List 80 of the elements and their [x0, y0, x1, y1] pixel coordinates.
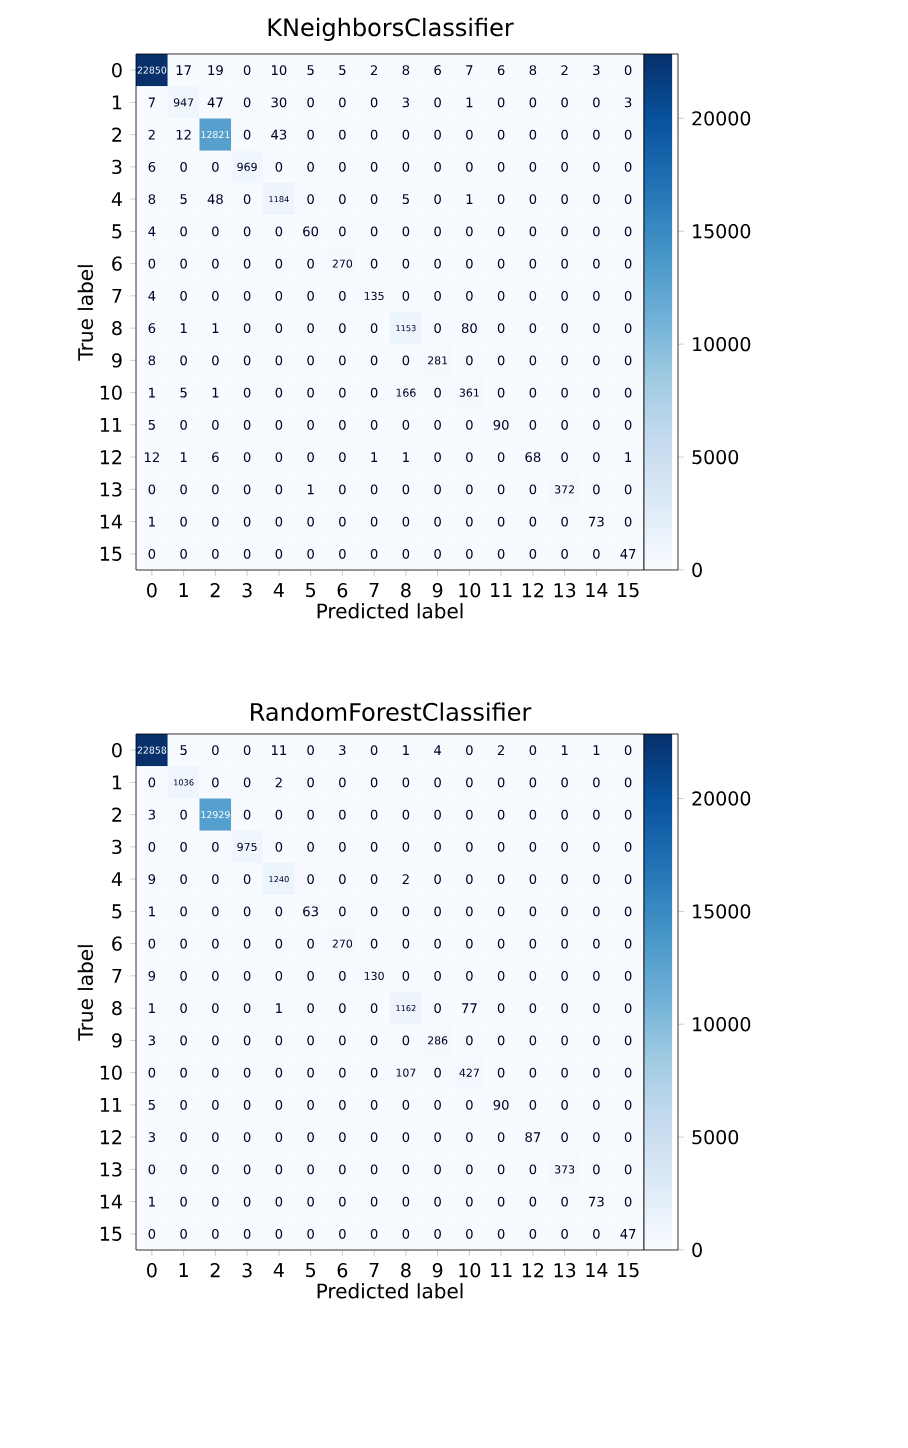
- y-tick-label: 13: [100, 482, 122, 497]
- x-tick-label: 14: [586, 583, 608, 597]
- y-tick-label: 10: [100, 385, 122, 400]
- y-tick-label: 0: [112, 62, 122, 78]
- x-tick-label: 5: [306, 1263, 316, 1278]
- y-tick-label: 12: [100, 450, 122, 465]
- x-tick-label: 9: [432, 583, 443, 598]
- y-tick-label: 6: [112, 256, 122, 271]
- x-tick-label: 12: [522, 583, 544, 598]
- x-axis-title: Predicted label: [317, 1283, 463, 1299]
- x-tick-label: 7: [369, 583, 379, 597]
- y-axis-title: True label: [77, 945, 94, 1041]
- color-bar-label: 0: [692, 1242, 702, 1258]
- x-tick-label: 0: [147, 1263, 157, 1278]
- y-tick-label: 14: [100, 514, 122, 529]
- y-tick-label: 13: [100, 1162, 122, 1177]
- x-axis-title: Predicted label: [317, 603, 463, 619]
- chart-title: KNeighborsClassifier: [268, 17, 514, 41]
- color-bar-label: 15000: [693, 224, 751, 239]
- y-tick-label: 11: [100, 417, 122, 432]
- x-tick-label: 0: [147, 583, 157, 598]
- y-tick-label: 2: [112, 807, 122, 822]
- y-tick-label: 5: [112, 224, 122, 239]
- y-tick-label: 8: [112, 1000, 122, 1016]
- y-tick-label: 6: [112, 936, 122, 951]
- x-tick-label: 14: [586, 1263, 608, 1277]
- y-tick-label: 4: [111, 192, 122, 207]
- y-tick-label: 3: [112, 839, 122, 855]
- y-tick-label: 14: [100, 1194, 122, 1209]
- y-tick-label: 7: [112, 968, 122, 983]
- color-bar-label: 15000: [693, 904, 751, 919]
- x-tick-label: 5: [306, 583, 316, 598]
- y-tick-label: 15: [100, 1226, 122, 1241]
- color-bar-label: 10000: [693, 1017, 751, 1032]
- x-tick-label: 4: [273, 1263, 284, 1277]
- y-tick-label: 1: [112, 95, 122, 110]
- x-tick-label: 3: [242, 583, 252, 598]
- y-tick-label: 8: [112, 320, 122, 336]
- x-tick-label: 15: [618, 583, 639, 598]
- x-tick-label: 2: [210, 583, 220, 598]
- y-tick-label: 10: [100, 1065, 122, 1080]
- color-bar-label: 5000: [692, 449, 739, 465]
- y-tick-label: 4: [111, 872, 122, 887]
- x-tick-label: 7: [369, 1263, 379, 1277]
- x-tick-label: 11: [491, 583, 512, 597]
- x-tick-label: 13: [554, 583, 576, 598]
- y-tick-label: 2: [112, 127, 122, 142]
- x-tick-label: 10: [459, 583, 481, 598]
- y-tick-label: 9: [112, 1033, 122, 1048]
- y-tick-label: 0: [112, 742, 122, 758]
- y-tick-label: 15: [100, 546, 122, 561]
- y-tick-label: 9: [112, 353, 122, 368]
- x-tick-label: 11: [491, 1263, 512, 1277]
- chart-title: RandomForestClassifier: [251, 702, 532, 722]
- x-tick-label: 10: [459, 1263, 481, 1278]
- color-bar-label: 5000: [692, 1129, 739, 1145]
- x-tick-label: 8: [401, 583, 411, 598]
- x-tick-label: 9: [432, 1263, 443, 1278]
- y-tick-label: 7: [112, 288, 122, 303]
- x-tick-label: 1: [179, 583, 188, 597]
- y-axis-title: True label: [77, 265, 94, 361]
- color-bar-label: 0: [692, 562, 702, 578]
- x-tick-label: 12: [522, 1263, 544, 1278]
- x-tick-label: 2: [210, 1263, 220, 1278]
- x-tick-label: 13: [554, 1263, 576, 1278]
- color-bar-label: 20000: [692, 791, 751, 806]
- color-bar-label: 20000: [692, 111, 751, 126]
- y-tick-label: 12: [100, 1130, 122, 1145]
- x-tick-label: 6: [337, 1263, 348, 1278]
- x-tick-label: 15: [618, 1263, 639, 1278]
- x-tick-label: 8: [401, 1263, 411, 1278]
- x-tick-label: 1: [179, 1263, 188, 1277]
- x-tick-label: 4: [273, 583, 284, 597]
- y-tick-label: 5: [112, 904, 122, 919]
- y-tick-label: 1: [112, 775, 122, 790]
- x-tick-label: 6: [337, 583, 348, 598]
- y-tick-label: 3: [112, 159, 122, 175]
- y-tick-label: 11: [100, 1097, 122, 1112]
- color-bar-label: 10000: [693, 336, 751, 352]
- x-tick-label: 3: [242, 1263, 252, 1278]
